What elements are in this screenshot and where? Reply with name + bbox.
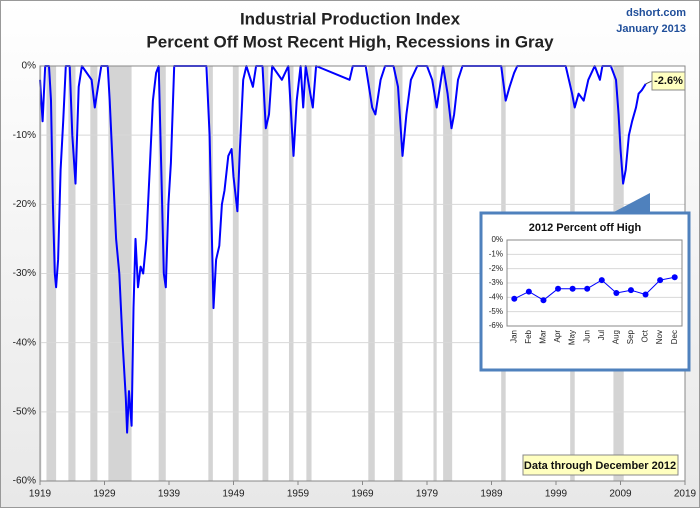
x-tick-label: Jun [582, 330, 591, 343]
point [598, 277, 605, 284]
x-tick-label: Mar [539, 330, 548, 344]
point [511, 295, 518, 302]
axes-border [506, 239, 683, 327]
x-tick-label: Jul [597, 330, 606, 340]
point [540, 297, 547, 304]
point [657, 277, 664, 284]
date: January 2013 [616, 23, 686, 35]
y-tick-label: -1% [489, 249, 503, 258]
x-tick-label: 1919 [29, 489, 52, 500]
x-tick-label: 1959 [287, 489, 310, 500]
x-tick-label: May [568, 330, 577, 345]
y-tick-label: -6% [489, 321, 503, 330]
x-tick-label: Sep [626, 329, 635, 344]
point [569, 285, 576, 292]
x-tick-label: Jan [509, 330, 518, 343]
x-tick-label: 2009 [609, 489, 632, 500]
chart-subtitle: Percent Off Most Recent High, Recessions… [146, 32, 554, 51]
callout-label: -2.6% [654, 75, 683, 87]
x-tick-label: 2019 [674, 489, 697, 500]
y-tick-label: -50% [13, 406, 36, 417]
y-tick-label: 0% [491, 235, 503, 244]
point [613, 290, 620, 297]
y-tick-label: -20% [13, 199, 36, 210]
note: Data through December 2012 [524, 460, 676, 472]
callout-leader [645, 80, 653, 85]
point [642, 291, 649, 298]
y-tick-label: -60% [13, 476, 36, 487]
x-tick-label: 1949 [222, 489, 245, 500]
x-tick-label: 1989 [480, 489, 503, 500]
y-tick-label: -2% [489, 264, 503, 273]
x-tick-label: Aug [611, 330, 620, 344]
chart-title: Industrial Production Index [240, 9, 461, 28]
point [671, 274, 678, 281]
y-tick-label: -5% [489, 307, 503, 316]
x-tick-label: Oct [641, 329, 650, 342]
point [627, 287, 634, 294]
source: dshort.com [626, 7, 686, 19]
x-tick-label: Dec [670, 330, 679, 344]
y-tick-label: -40% [13, 337, 36, 348]
y-tick-label: -4% [489, 292, 503, 301]
inset-pointer [612, 193, 650, 213]
x-tick-label: 1939 [158, 489, 181, 500]
x-tick-label: 1969 [351, 489, 374, 500]
x-tick-label: Feb [524, 329, 533, 343]
point [584, 285, 591, 292]
note-box [522, 454, 679, 476]
y-tick-label: 0% [22, 61, 37, 72]
point [525, 288, 532, 295]
x-tick-label: 1979 [416, 489, 439, 500]
point [555, 285, 562, 292]
y-tick-label: -30% [13, 268, 36, 279]
x-tick-label: 1999 [545, 489, 568, 500]
y-tick-label: -10% [13, 130, 36, 141]
x-tick-label: 1929 [93, 489, 116, 500]
inset-title: 2012 Percent off High [529, 222, 642, 234]
y-tick-label: -3% [489, 278, 503, 287]
x-tick-label: Nov [655, 330, 664, 344]
x-tick-label: Apr [553, 330, 562, 343]
inset-box [479, 211, 691, 372]
